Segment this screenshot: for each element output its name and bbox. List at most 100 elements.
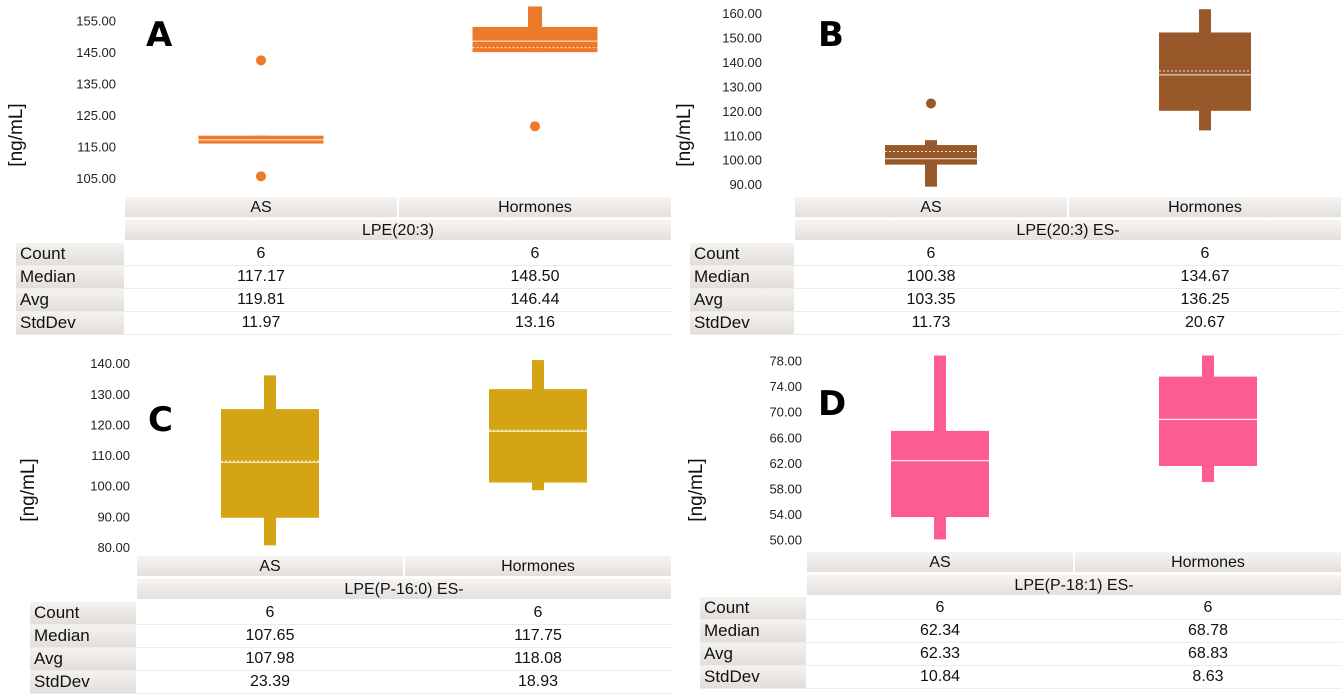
stats-value: 18.93 [404,671,672,693]
stats-row-count: Count 6 6 [690,243,1342,266]
stats-table-c: Count 6 6 Median 107.65 117.75 Avg 107.98 118.… [30,602,672,694]
panel-letter: B [818,15,844,55]
category-label-hormones: Hormones [404,555,672,577]
stats-value: 62.34 [806,620,1074,642]
y-tick-label: 140.00 [722,55,762,70]
stats-value: 68.78 [1074,620,1342,642]
stats-row-stddev: StdDev 10.84 8.63 [700,666,1342,689]
panel-letter: A [146,15,173,55]
panel-b: B [ng/mL] 90.00 100.00 110.00 120.00 130.00 140… [672,0,1342,345]
category-label-as: AS [136,555,404,577]
category-label-as: AS [124,196,398,218]
stats-row-count: Count 6 6 [30,602,672,625]
stats-value: 20.67 [1068,312,1342,334]
stats-value: 6 [136,602,404,624]
stats-value: 8.63 [1074,666,1342,688]
y-tick-label: 120.00 [90,417,130,432]
chart-title-a: LPE(20:3) [124,219,672,241]
stats-value: 100.38 [794,266,1068,288]
y-axis-label: [ng/mL] [18,458,39,521]
y-tick-label: 160.00 [722,6,762,21]
stats-table-a: Count 6 6 Median 117.17 148.50 Avg 119.81 146.… [16,243,672,335]
y-tick-label: 150.00 [722,30,762,45]
y-tick-label: 115.00 [77,140,116,155]
y-tick-label: 110.00 [91,448,130,463]
panel-d: D [ng/mL] 50.00 54.00 58.00 62.00 66.00 70.00 74… [672,345,1342,691]
stats-value: 136.25 [1068,289,1342,311]
panel-letter: D [818,384,846,424]
y-axis-label: [ng/mL] [674,103,695,166]
stats-row-avg: Avg 103.35 136.25 [690,289,1342,312]
y-tick-label: 66.00 [769,430,802,445]
stats-label: Count [690,243,794,265]
y-tick-label: 90.00 [729,177,762,192]
box-iqr [885,145,977,165]
stats-value: 23.39 [136,671,404,693]
stats-label: StdDev [690,312,794,334]
y-tick-label: 58.00 [769,481,802,496]
chart-title-d: LPE(P-18:1) ES- [806,574,1342,596]
stats-value: 6 [404,602,672,624]
y-tick-label: 135.00 [76,77,116,92]
stats-label: Median [700,620,806,642]
stats-label: Avg [690,289,794,311]
outlier-point [256,55,266,65]
category-header-c: AS Hormones [136,555,672,577]
category-label-hormones: Hormones [1068,196,1342,218]
panel-c: C [ng/mL] 80.00 90.00 100.00 110.00 120.00 130.… [0,345,672,691]
outlier-point [926,98,936,108]
stats-value: 107.98 [136,648,404,670]
stats-value: 6 [1068,243,1342,265]
stats-value: 6 [398,243,672,265]
panel-letter: C [148,400,173,440]
y-tick-label: 155.00 [76,14,116,29]
stats-value: 62.33 [806,643,1074,665]
stats-label: Count [30,602,136,624]
stats-label: Avg [30,648,136,670]
stats-row-median: Median 100.38 134.67 [690,266,1342,289]
category-label-hormones: Hormones [1074,551,1342,573]
stats-label: Median [30,625,136,647]
category-label-as: AS [794,196,1068,218]
y-tick-label: 145.00 [76,45,116,60]
y-tick-label: 105.00 [76,171,116,186]
stats-label: Median [690,266,794,288]
y-tick-label: 100.00 [722,153,762,168]
box-iqr [1159,32,1251,110]
box-iqr [1159,377,1257,466]
stats-row-count: Count 6 6 [16,243,672,266]
stats-row-stddev: StdDev 11.97 13.16 [16,312,672,335]
stats-value: 6 [806,597,1074,619]
category-header-a: AS Hormones [124,196,672,218]
stats-table-b: Count 6 6 Median 100.38 134.67 Avg 103.35 136.… [690,243,1342,335]
stats-label: StdDev [16,312,124,334]
stats-label: Median [16,266,124,288]
stats-row-median: Median 62.34 68.78 [700,620,1342,643]
panel-a: A [ng/mL] 105.00 115.00 125.00 135.00 145.00 15… [0,0,672,345]
outlier-point [256,171,266,181]
stats-row-avg: Avg 107.98 118.08 [30,648,672,671]
stats-value: 6 [794,243,1068,265]
stats-row-count: Count 6 6 [700,597,1342,620]
y-tick-label: 140.00 [90,356,130,371]
y-tick-label: 74.00 [769,379,802,394]
stats-label: StdDev [700,666,806,688]
stats-value: 119.81 [124,289,398,311]
stats-label: Count [700,597,806,619]
stats-value: 6 [1074,597,1342,619]
stats-table-d: Count 6 6 Median 62.34 68.78 Avg 62.33 68.83 S… [700,597,1342,689]
box-iqr [489,389,587,482]
stats-value: 117.17 [124,266,398,288]
stats-label: Avg [700,643,806,665]
chart-title-c: LPE(P-16:0) ES- [136,578,672,600]
y-tick-label: 50.00 [769,532,802,547]
stats-value: 134.67 [1068,266,1342,288]
stats-label: StdDev [30,671,136,693]
y-tick-label: 125.00 [76,108,116,123]
stats-value: 11.97 [124,312,398,334]
y-tick-label: 62.00 [769,456,802,471]
chart-title-b: LPE(20:3) ES- [794,219,1342,241]
outlier-point [530,121,540,131]
stats-row-avg: Avg 62.33 68.83 [700,643,1342,666]
box-iqr [221,409,319,518]
